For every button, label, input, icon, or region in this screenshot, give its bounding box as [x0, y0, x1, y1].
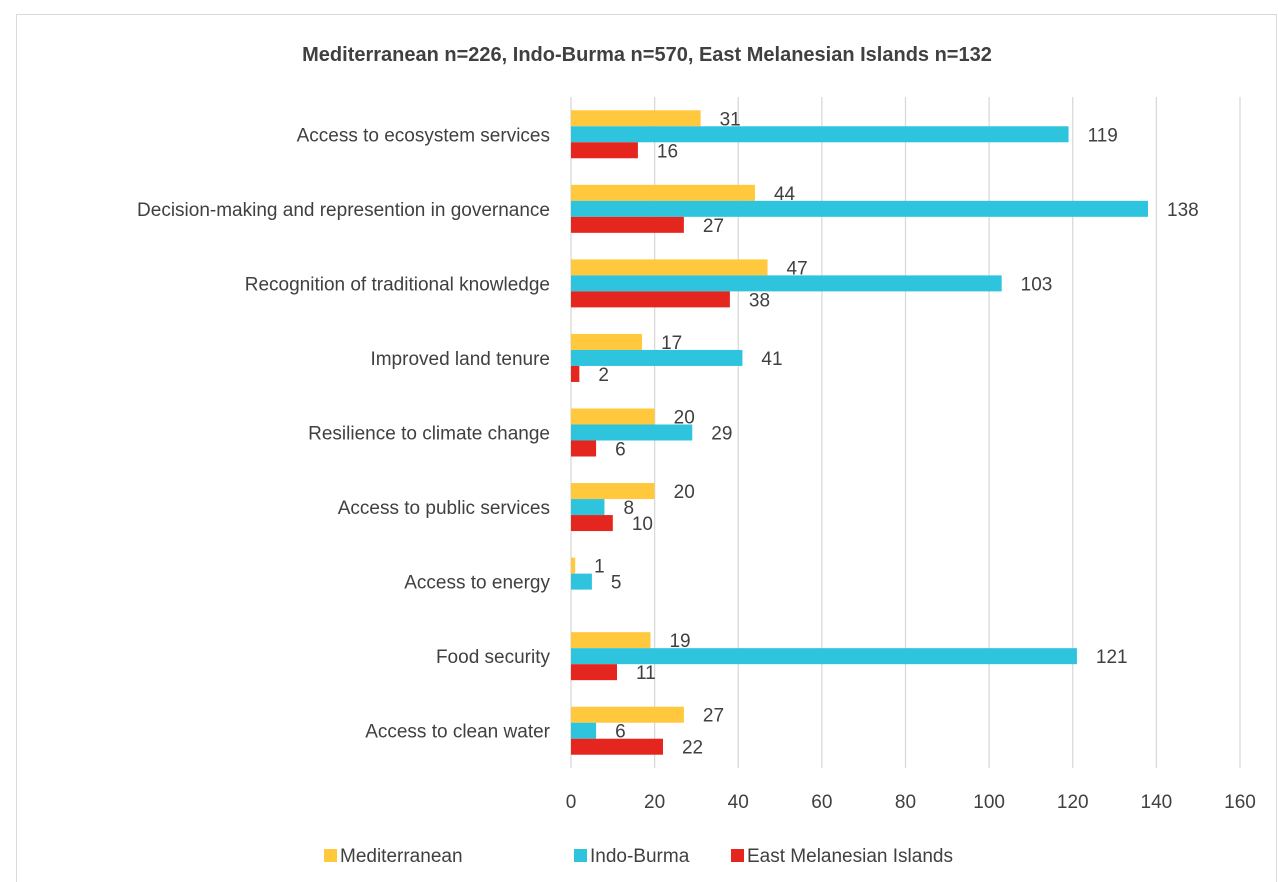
data-label: 22: [682, 738, 703, 759]
data-label: 44: [774, 184, 796, 205]
bar-mediterranean: [571, 557, 576, 574]
x-axis-ticks: 0 20 40 60 80 100 120 140 160: [566, 792, 1256, 813]
bar-mediterranean: [571, 632, 651, 649]
data-label: 2: [598, 365, 609, 386]
x-tick-label: 60: [811, 792, 832, 813]
legend-swatch: [324, 849, 337, 862]
data-label: 5: [611, 573, 622, 594]
data-label: 6: [615, 440, 626, 461]
bar-east-melanesian-islands: [571, 365, 580, 382]
x-tick-label: 80: [895, 792, 916, 813]
x-tick-label: 140: [1141, 792, 1173, 813]
category-label: Access to clean water: [365, 722, 550, 743]
bar-indo-burma: [571, 126, 1069, 143]
x-tick-label: 40: [728, 792, 749, 813]
bar-mediterranean: [571, 184, 755, 201]
data-label: 10: [632, 514, 653, 535]
data-label: 8: [623, 498, 634, 519]
data-label: 41: [761, 349, 782, 370]
bar-indo-burma: [571, 499, 605, 516]
category-label: Resilience to climate change: [308, 424, 550, 445]
data-label: 27: [703, 706, 724, 727]
bar-indo-burma: [571, 648, 1077, 665]
bar-east-melanesian-islands: [571, 440, 597, 457]
bar-mediterranean: [571, 259, 768, 276]
category-label: Access to energy: [404, 573, 550, 594]
data-label: 138: [1167, 200, 1199, 221]
data-label: 27: [703, 216, 724, 237]
bar-indo-burma: [571, 573, 592, 590]
category-label: Access to public services: [338, 498, 550, 519]
category-label: Improved land tenure: [370, 349, 550, 370]
bar-indo-burma: [571, 349, 743, 366]
data-label: 20: [674, 482, 695, 503]
bar-mediterranean: [571, 706, 684, 723]
x-tick-label: 20: [644, 792, 665, 813]
data-label: 17: [661, 333, 682, 354]
data-label: 19: [669, 631, 690, 652]
bar-indo-burma: [571, 424, 693, 441]
category-label: Recognition of traditional knowledge: [245, 274, 550, 295]
bar-east-melanesian-islands: [571, 142, 638, 159]
bar-mediterranean: [571, 408, 655, 425]
data-label: 121: [1096, 647, 1128, 668]
x-tick-label: 120: [1057, 792, 1089, 813]
data-label: 1: [594, 557, 605, 578]
bar-indo-burma: [571, 722, 597, 739]
legend-swatch: [731, 849, 744, 862]
data-label: 16: [657, 141, 678, 162]
category-label: Food security: [436, 647, 551, 668]
data-label: 119: [1088, 125, 1118, 146]
category-label: Decision-making and represention in gove…: [137, 200, 550, 221]
bar-indo-burma: [571, 275, 1002, 292]
legend: Mediterranean Indo-Burma East Melanesian I…: [324, 846, 953, 867]
legend-swatch: [574, 849, 587, 862]
data-label: 20: [674, 408, 695, 429]
bar-mediterranean: [571, 483, 655, 500]
bar-east-melanesian-islands: [571, 664, 617, 681]
bars: [571, 110, 1149, 755]
x-tick-label: 0: [566, 792, 577, 813]
data-labels: 3144471720201192711913810341298512161627…: [594, 109, 1199, 758]
bar-east-melanesian-islands: [571, 738, 663, 755]
category-labels: Access to ecosystem services Decision-mak…: [137, 125, 551, 742]
bar-east-melanesian-islands: [571, 291, 730, 308]
x-tick-label: 100: [973, 792, 1005, 813]
data-label: 103: [1021, 274, 1053, 295]
bar-east-melanesian-islands: [571, 216, 684, 233]
data-label: 29: [711, 424, 732, 445]
bar-mediterranean: [571, 110, 701, 127]
data-label: 6: [615, 722, 626, 743]
data-label: 38: [749, 290, 770, 311]
bar-indo-burma: [571, 200, 1149, 217]
chart-frame: [16, 14, 1277, 882]
legend-label: Mediterranean: [340, 846, 463, 867]
category-label: Access to ecosystem services: [297, 125, 550, 146]
data-label: 31: [720, 109, 741, 130]
bar-east-melanesian-islands: [571, 515, 613, 532]
legend-label: East Melanesian Islands: [747, 846, 953, 867]
data-label: 11: [636, 663, 656, 684]
bar-mediterranean: [571, 333, 643, 350]
chart-title: Mediterranean n=226, Indo-Burma n=570, E…: [302, 44, 992, 66]
x-tick-label: 160: [1224, 792, 1256, 813]
legend-label: Indo-Burma: [590, 846, 690, 867]
data-label: 47: [787, 258, 808, 279]
